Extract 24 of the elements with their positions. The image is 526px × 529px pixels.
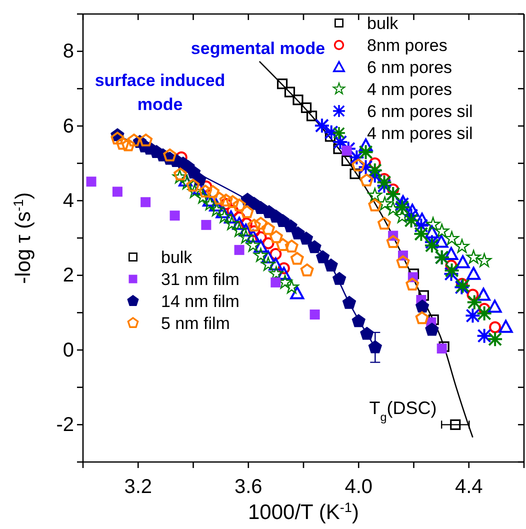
legend-label: 4 nm pores — [367, 80, 452, 99]
legend-label: 14 nm film — [161, 292, 240, 311]
y-tick-label: 2 — [62, 264, 74, 287]
y-tick-label: 8 — [62, 40, 74, 63]
legend-label: 8nm pores — [367, 36, 448, 55]
legend-label: 6 nm pores — [367, 58, 452, 77]
legend-label: 4 nm pores sil — [367, 124, 473, 143]
annotation: segmental mode — [190, 39, 326, 58]
y-tick-label: -2 — [56, 414, 74, 436]
legend-label: 6 nm pores sil — [367, 102, 473, 121]
legend-label: 31 nm film — [161, 270, 240, 289]
x-tick-label: 3.2 — [124, 476, 152, 498]
annotation: T$_{g}$(DSC) — [369, 398, 437, 424]
y-tick-label: 4 — [62, 190, 74, 212]
y-tick-label: 0 — [62, 339, 74, 362]
x-tick-label: 4.0 — [344, 476, 373, 498]
x-tick-label: 4.4 — [454, 476, 483, 498]
legend-label: bulk — [367, 14, 399, 33]
legend-label: 5 nm film — [161, 314, 230, 333]
text: bulk — [161, 248, 192, 267]
y-tick-label: 6 — [62, 115, 74, 138]
annotation: surface induced mode — [94, 71, 226, 114]
x-axis-title: 1000/T (K$^{-1}$) — [248, 500, 359, 524]
x-tick-label: 3.6 — [234, 476, 262, 498]
